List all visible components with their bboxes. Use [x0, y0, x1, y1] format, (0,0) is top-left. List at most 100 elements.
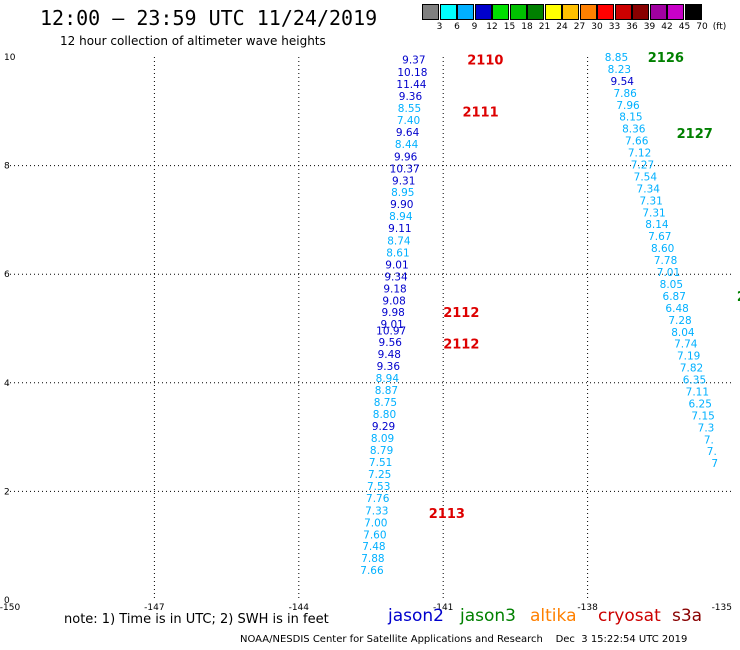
data-point-label: 8.85: [605, 52, 628, 64]
footnote: note: 1) Time is in UTC; 2) SWH is in fe…: [64, 612, 329, 627]
data-point-label: 8.87: [375, 385, 398, 397]
scale-label: 6: [454, 22, 460, 32]
scale-swatch: [509, 4, 527, 20]
data-point-label: 7: [711, 458, 718, 470]
scale-swatch: [562, 4, 579, 20]
data-point-label: 8.95: [391, 187, 414, 199]
scale-label: 18: [521, 22, 533, 32]
data-point-label: 9.01: [385, 259, 408, 271]
scale-swatch: [527, 4, 544, 20]
data-point-label: 9.11: [388, 223, 411, 235]
data-point-label: 9.90: [390, 199, 413, 211]
data-point-label: 7.19: [677, 351, 700, 363]
data-point-label: 7.66: [625, 136, 649, 148]
data-point-label: 8.74: [387, 236, 411, 248]
scale-label: 15: [503, 22, 516, 32]
track-label: 21: [737, 290, 740, 305]
scale-swatch: [422, 4, 439, 20]
data-point-label: 10.18: [397, 67, 427, 79]
data-point-label: 8.61: [386, 247, 409, 259]
data-point-label: 9.18: [383, 283, 406, 295]
x-tick-label: -144: [289, 603, 310, 613]
data-point-label: 7.40: [397, 115, 420, 127]
x-tick-label: -138: [577, 603, 598, 613]
credit-line: NOAA/NESDIS Center for Satellite Applica…: [240, 634, 688, 645]
data-point-label: 9.56: [379, 337, 403, 349]
scale-label: 3: [436, 22, 443, 32]
data-point-label: 9.01: [380, 319, 403, 331]
data-point-label: 7.28: [668, 315, 691, 327]
data-point-label: 7.11: [686, 386, 709, 398]
data-point-label: 10.37: [390, 163, 420, 175]
data-point-label: 9.31: [392, 175, 415, 187]
satellite-label-s3a: s3a: [672, 606, 703, 626]
data-point-label: 9.08: [382, 295, 405, 307]
track-label: 2112: [443, 306, 479, 321]
scale-swatch: [439, 4, 457, 20]
data-point-label: 7.86: [613, 88, 637, 100]
scale-label: 70: [696, 22, 708, 32]
data-point-label: 7.96: [616, 100, 640, 112]
data-point-label: 7.: [704, 434, 714, 446]
data-point-label: 7.74: [674, 339, 698, 351]
scale-label: 30: [591, 22, 603, 32]
scale-label: 21: [538, 22, 551, 32]
track-label: 2126: [648, 51, 684, 66]
data-point-label: 9.36: [399, 91, 423, 103]
data-point-label: 8.44: [395, 139, 419, 151]
data-point-label: 7.76: [366, 493, 390, 505]
data-point-label: 8.05: [660, 279, 683, 291]
data-point-label: 9.29: [372, 421, 395, 433]
data-point-label: 7.53: [367, 481, 390, 493]
scale-swatch: [667, 4, 684, 20]
scale-swatch: [457, 4, 474, 20]
data-point-label: 7.27: [631, 160, 654, 172]
data-point-label: 10.97: [376, 326, 406, 338]
scale-label: (ft): [712, 22, 727, 32]
data-point-label: 7.34: [637, 183, 661, 195]
scale-swatch: [614, 4, 632, 20]
data-point-label: 7.31: [639, 195, 662, 207]
scale-label: 33: [608, 22, 621, 32]
x-tick-label: -141: [433, 603, 453, 613]
x-tick-label: -150: [0, 603, 20, 613]
data-point-label: 9.98: [381, 307, 404, 319]
satellite-label-cryosat: cryosat: [598, 606, 661, 626]
data-point-label: 7.25: [368, 469, 391, 481]
scale-label: 42: [661, 22, 673, 32]
data-point-label: 7.12: [628, 148, 651, 160]
track-label: 2127: [677, 127, 713, 142]
data-point-label: 9.34: [384, 271, 408, 283]
y-tick-label: 8: [4, 162, 10, 172]
data-point-label: 8.15: [619, 112, 642, 124]
scale-label: 36: [626, 22, 638, 32]
data-point-label: 9.48: [378, 349, 401, 361]
data-point-label: 7.66: [360, 565, 384, 577]
track-label: 2111: [462, 105, 498, 120]
data-point-label: 9.36: [377, 361, 401, 373]
data-point-label: 7.88: [361, 553, 384, 565]
y-tick-label: 4: [4, 379, 10, 389]
data-point-label: 8.79: [370, 445, 393, 457]
page-title: 12:00 – 23:59 UTC 11/24/2019: [40, 6, 378, 30]
scale-label: 12: [486, 22, 498, 32]
data-point-label: 8.09: [371, 433, 394, 445]
scale-label: 27: [573, 22, 586, 32]
data-point-label: 8.55: [398, 103, 421, 115]
data-point-label: 7.54: [634, 171, 658, 183]
data-point-label: 7.15: [691, 410, 714, 422]
track-label: 2113: [429, 507, 465, 522]
data-point-label: 9.64: [396, 127, 420, 139]
y-tick-label: 2: [4, 487, 10, 497]
track-label: 2112: [443, 338, 479, 353]
data-point-label: 7.01: [657, 267, 680, 279]
scale-label: 9: [471, 22, 478, 32]
scale-label: 45: [678, 22, 691, 32]
x-tick-label: -135: [712, 603, 732, 613]
data-point-label: 7.3: [698, 422, 715, 434]
data-point-label: 8.94: [376, 373, 400, 385]
data-point-label: 8.36: [622, 124, 646, 136]
data-point-label: 8.04: [671, 327, 695, 339]
data-point-label: 7.00: [364, 517, 387, 529]
